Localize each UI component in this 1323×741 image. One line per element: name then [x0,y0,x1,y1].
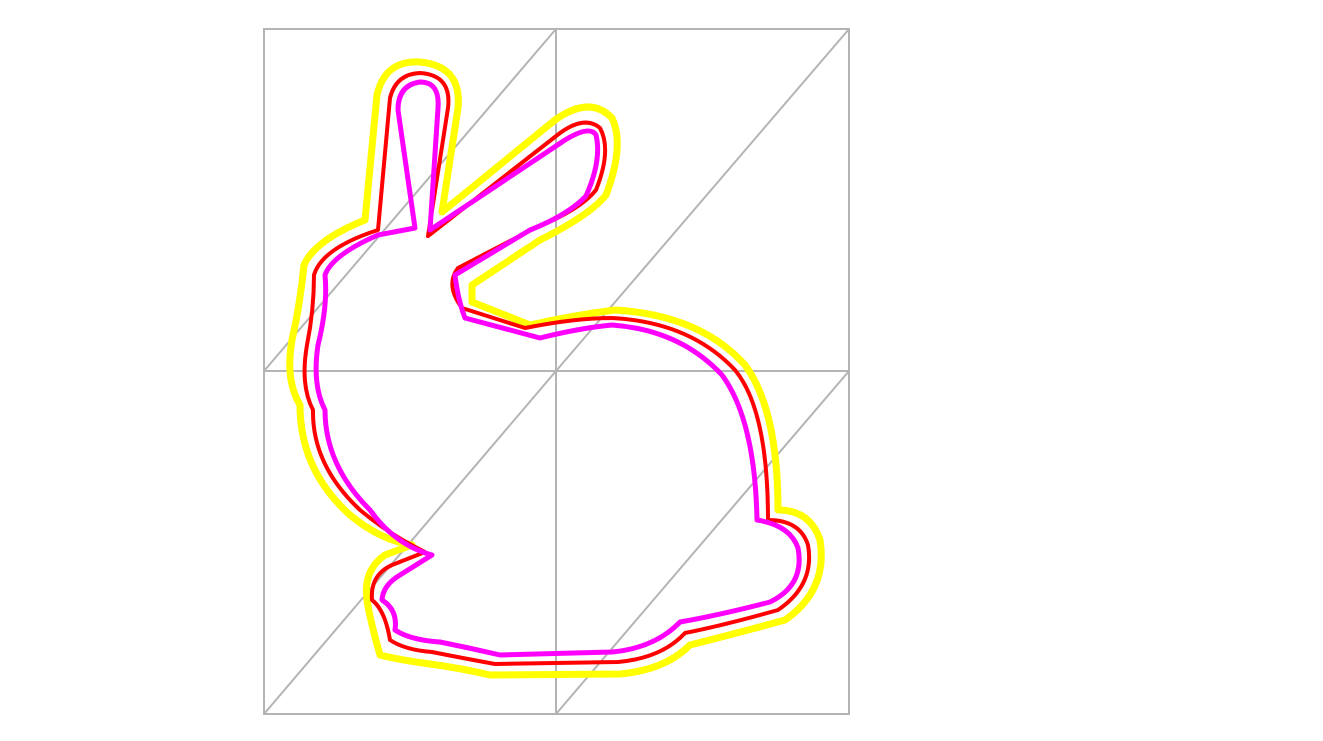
triangle-grid [263,28,850,715]
middle-contour [302,71,812,666]
grid-diagonal-bottom-right [555,370,850,715]
inner-contour [313,79,802,658]
outer-contour [286,58,825,679]
